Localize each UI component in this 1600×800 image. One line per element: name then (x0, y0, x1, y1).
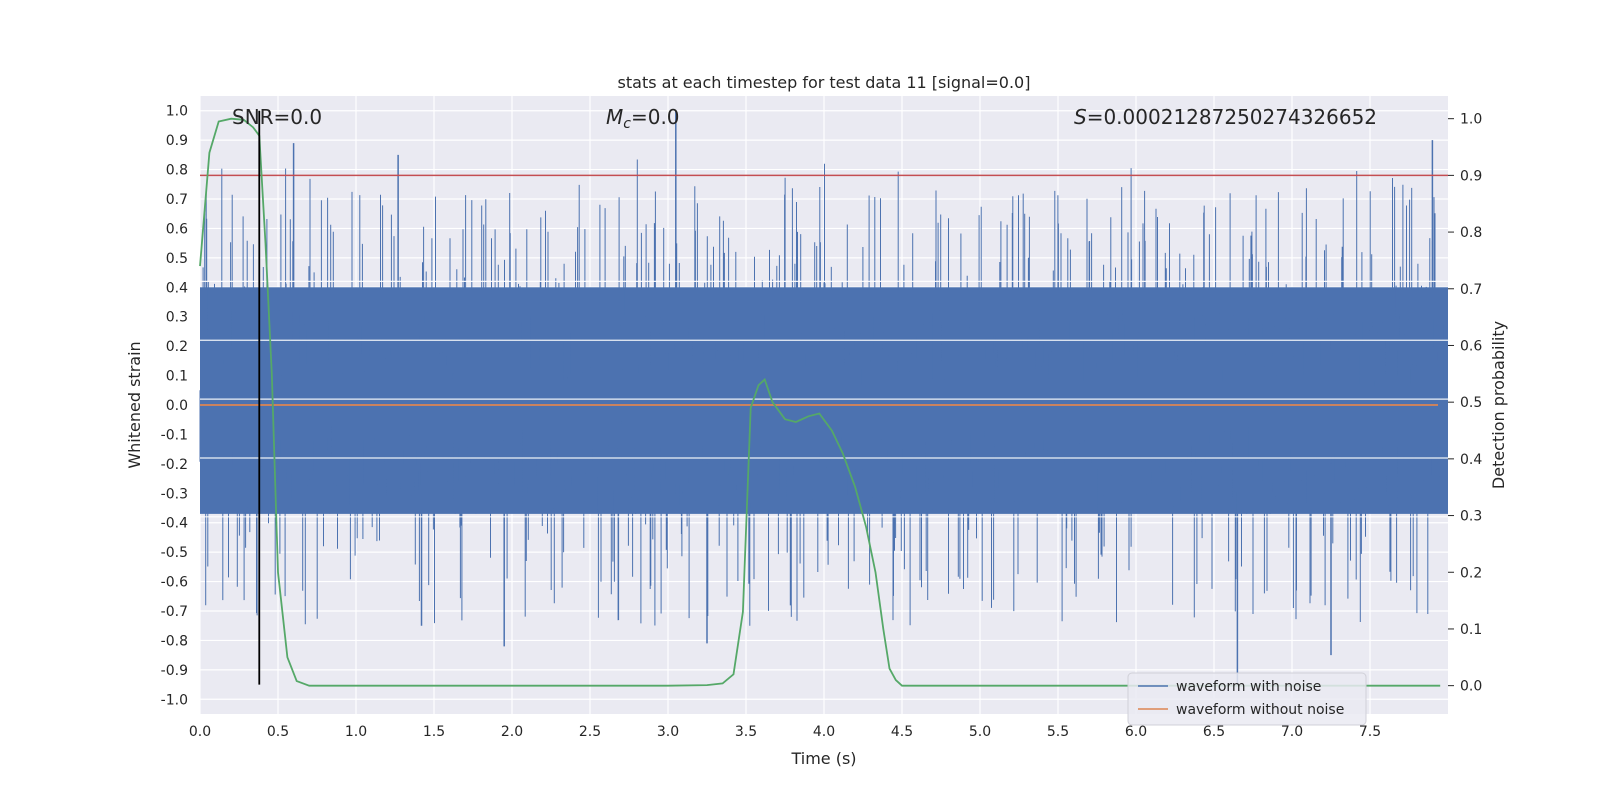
series-layer (199, 110, 1448, 687)
y-tick-label-left: -0.9 (161, 663, 188, 679)
legend-box (1127, 672, 1367, 726)
y-tick-label-left: 0.4 (166, 280, 188, 296)
x-tick-label: 1.5 (423, 724, 445, 740)
x-tick-label: 0.5 (267, 724, 289, 740)
x-tick-label: 4.5 (891, 724, 913, 740)
y-tick-label-left: 0.6 (166, 221, 188, 237)
y-tick-label-left: -0.7 (161, 604, 188, 620)
series-detection-probability (199, 117, 1441, 687)
x-tick-label: 2.0 (501, 724, 523, 740)
mc-symbol: M (606, 105, 623, 129)
y-tick-label-left: 0.8 (166, 163, 188, 179)
x-tick-label: 7.5 (1359, 724, 1381, 740)
s-annotation: S=0.00021287250274326652 (1074, 105, 1377, 129)
legend-label-noise: waveform with noise (1176, 679, 1321, 695)
y-tick-label-right: 1.0 (1460, 112, 1482, 128)
x-tick-label: 3.5 (735, 724, 757, 740)
y-tick-label-left: -0.8 (161, 633, 188, 649)
x-tick-label: 4.0 (813, 724, 835, 740)
y-tick-label-left: -0.2 (161, 457, 188, 473)
x-axis-label: Time (s) (790, 749, 856, 768)
x-tick-label: 3.0 (657, 724, 679, 740)
y-tick-label-left: -0.1 (161, 427, 188, 443)
mc-subscript: c (623, 116, 631, 132)
x-tick-label: 6.5 (1203, 724, 1225, 740)
y-tick-label-right: 0.3 (1460, 509, 1482, 525)
y-tick-label-right: 0.1 (1460, 622, 1482, 638)
mc-annotation: Mc=0.0 (606, 105, 680, 132)
series-waveform-with-noise (199, 159, 1445, 626)
y-tick-label-right: 0.6 (1460, 338, 1482, 354)
y-tick-label-left: -0.3 (161, 486, 188, 502)
y-tick-label-left: -0.6 (161, 575, 188, 591)
y-tick-label-left: 0.2 (166, 339, 188, 355)
s-symbol: S (1074, 105, 1087, 129)
y-tick-label-right: 0.8 (1460, 225, 1482, 241)
chart-title: stats at each timestep for test data 11 … (618, 73, 1031, 92)
x-tick-label: 0.0 (189, 724, 211, 740)
x-tick-label: 7.0 (1281, 724, 1303, 740)
y-tick-label-left: 0.0 (166, 398, 188, 414)
s-value: =0.00021287250274326652 (1087, 105, 1377, 129)
y-tick-label-right: 0.0 (1460, 679, 1482, 695)
y-tick-label-right: 0.9 (1460, 168, 1482, 184)
x-tick-label: 1.0 (345, 724, 367, 740)
y-tick-label-left: -0.4 (161, 516, 188, 532)
y-tick-label-right: 0.2 (1460, 565, 1482, 581)
y-tick-label-left: 0.9 (166, 133, 188, 149)
y-tick-label-right: 0.7 (1460, 282, 1482, 298)
y-tick-label-left: 0.3 (166, 310, 188, 326)
x-tick-label: 5.0 (969, 724, 991, 740)
legend: waveform with noise waveform without noi… (1127, 672, 1367, 726)
y-tick-label-left: -1.0 (161, 692, 188, 708)
y-tick-label-left: 0.7 (166, 192, 188, 208)
y-tick-label-right: 0.4 (1460, 452, 1482, 468)
y-tick-label-left: 0.1 (166, 369, 188, 385)
noise-waveform (199, 110, 1448, 685)
mc-value: =0.0 (631, 105, 680, 129)
snr-annotation: SNR=0.0 (232, 105, 322, 129)
y-axis-label-right: Detection probability (1489, 321, 1508, 489)
y-tick-label-right: 0.5 (1460, 395, 1482, 411)
x-tick-label: 5.5 (1047, 724, 1069, 740)
x-tick-label: 2.5 (579, 724, 601, 740)
y-tick-label-left: 1.0 (166, 104, 188, 120)
y-tick-label-left: -0.5 (161, 545, 188, 561)
x-tick-label: 6.0 (1125, 724, 1147, 740)
legend-label-clean: waveform without noise (1176, 702, 1344, 718)
ticks: 0.0 0.5 1.0 1.5 2.0 2.5 3.0 3.5 4.0 4.5 5.0 5.5 6.0 6… (161, 104, 1483, 740)
y-axis-label-left: Whitened strain (125, 341, 144, 468)
y-tick-label-left: 0.5 (166, 251, 188, 267)
